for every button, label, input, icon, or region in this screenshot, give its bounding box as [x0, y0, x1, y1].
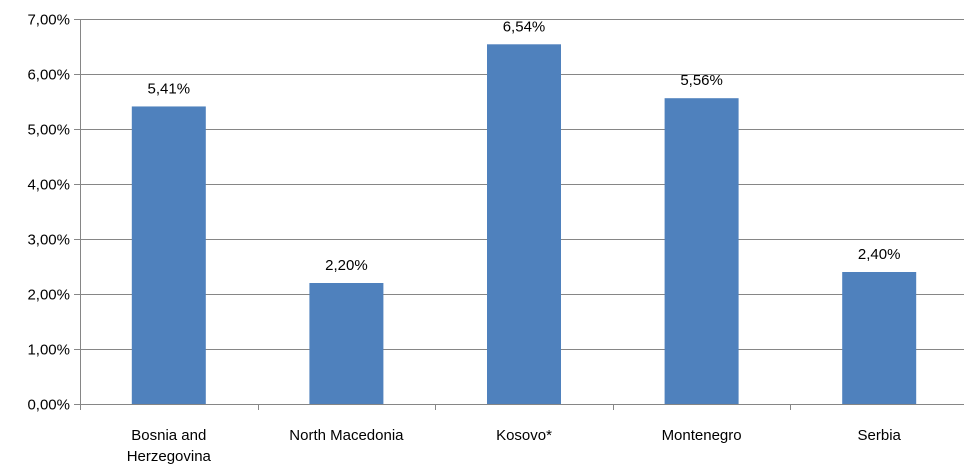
data-label: 6,54%	[503, 18, 546, 35]
data-label: 5,56%	[680, 72, 723, 89]
data-label: 2,40%	[858, 246, 901, 263]
bar	[309, 283, 384, 404]
bar	[131, 106, 206, 404]
bars	[131, 44, 917, 405]
y-tick-label: 7,00%	[27, 12, 70, 29]
data-label: 5,41%	[148, 80, 191, 97]
x-axis	[80, 404, 964, 410]
y-tick-label: 5,00%	[27, 122, 70, 139]
x-category-label: North Macedonia	[289, 427, 404, 444]
y-tick-label: 3,00%	[27, 232, 70, 249]
y-tick-label: 4,00%	[27, 177, 70, 194]
x-category-label-line: Bosnia and	[131, 427, 206, 444]
bar	[842, 272, 917, 404]
x-category-label: Bosnia and Herzegovina	[127, 427, 212, 465]
x-category-label: Serbia	[858, 427, 902, 444]
x-category-label-line: Kosovo*	[496, 427, 552, 444]
y-axis-tick-labels: 0,00% 1,00% 2,00% 3,00% 4,00% 5,00% 6,00% 7,00%	[27, 12, 81, 414]
x-category-label-line: North Macedonia	[289, 427, 404, 444]
x-category-label-line: Herzegovina	[127, 448, 212, 465]
data-labels: 5,41% 2,20% 6,54% 5,56% 2,40%	[148, 18, 901, 274]
x-category-label-line: Montenegro	[662, 427, 742, 444]
y-tick-label: 0,00%	[27, 397, 70, 414]
x-category-label-line: Serbia	[858, 427, 902, 444]
bar	[664, 98, 739, 404]
bar	[487, 44, 561, 405]
x-category-label: Montenegro	[662, 427, 742, 444]
data-label: 2,20%	[325, 257, 368, 274]
y-tick-label: 1,00%	[27, 342, 70, 359]
x-axis-category-labels: Bosnia and Herzegovina North Macedonia Koso…	[127, 427, 902, 465]
y-tick-label: 2,00%	[27, 287, 70, 304]
x-category-label: Kosovo*	[496, 427, 552, 444]
y-tick-label: 6,00%	[27, 67, 70, 84]
